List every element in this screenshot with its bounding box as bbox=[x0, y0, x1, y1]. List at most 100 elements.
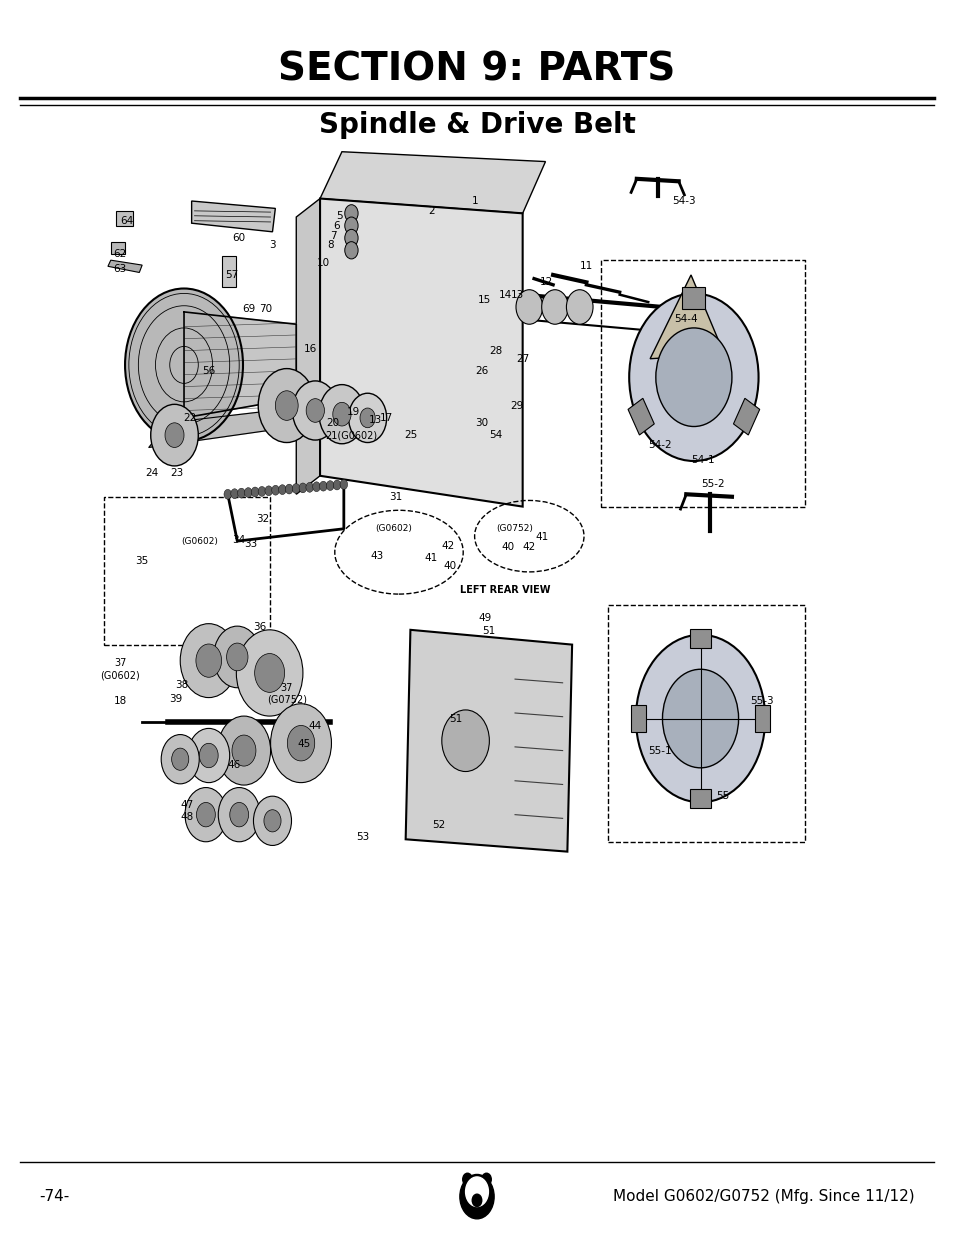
Text: 54-1: 54-1 bbox=[691, 454, 715, 464]
Circle shape bbox=[339, 479, 347, 489]
Text: 28: 28 bbox=[489, 346, 502, 357]
Text: 55-2: 55-2 bbox=[700, 479, 724, 489]
Text: 41: 41 bbox=[535, 532, 548, 542]
Text: Model G0602/G0752 (Mfg. Since 11/12): Model G0602/G0752 (Mfg. Since 11/12) bbox=[612, 1189, 914, 1204]
Circle shape bbox=[459, 1174, 494, 1219]
Polygon shape bbox=[184, 312, 296, 417]
Text: 53: 53 bbox=[355, 832, 369, 842]
Text: 1: 1 bbox=[472, 196, 477, 206]
Text: 5: 5 bbox=[335, 211, 342, 221]
Text: 46: 46 bbox=[228, 761, 241, 771]
Circle shape bbox=[151, 404, 198, 466]
Polygon shape bbox=[681, 288, 704, 310]
Circle shape bbox=[333, 480, 340, 490]
Text: 41: 41 bbox=[424, 553, 437, 563]
Circle shape bbox=[287, 725, 314, 761]
Text: 11: 11 bbox=[579, 262, 593, 272]
Polygon shape bbox=[689, 629, 710, 648]
Text: 13: 13 bbox=[368, 415, 381, 425]
Text: 51: 51 bbox=[449, 714, 462, 724]
Text: 43: 43 bbox=[370, 551, 383, 561]
Circle shape bbox=[293, 380, 337, 440]
Text: 69: 69 bbox=[242, 305, 255, 315]
Text: 44: 44 bbox=[309, 721, 321, 731]
Circle shape bbox=[481, 1173, 491, 1186]
Text: 31: 31 bbox=[389, 492, 402, 501]
Text: 2: 2 bbox=[428, 206, 435, 216]
Circle shape bbox=[180, 624, 237, 698]
Text: 55-1: 55-1 bbox=[647, 746, 671, 756]
Circle shape bbox=[232, 735, 255, 766]
Circle shape bbox=[278, 484, 286, 494]
Polygon shape bbox=[689, 789, 710, 809]
Polygon shape bbox=[733, 399, 759, 435]
Circle shape bbox=[359, 408, 375, 427]
Circle shape bbox=[541, 290, 568, 325]
Text: 3: 3 bbox=[269, 241, 275, 251]
Text: 27: 27 bbox=[516, 353, 529, 364]
Text: 54: 54 bbox=[489, 430, 502, 440]
Text: 51: 51 bbox=[481, 626, 495, 636]
Text: (G0752): (G0752) bbox=[497, 525, 533, 534]
Text: 17: 17 bbox=[379, 412, 393, 422]
Text: 10: 10 bbox=[316, 258, 329, 268]
Circle shape bbox=[306, 483, 314, 493]
Text: 37
(G0602): 37 (G0602) bbox=[100, 658, 140, 680]
Circle shape bbox=[254, 653, 284, 693]
Polygon shape bbox=[405, 630, 572, 852]
Text: 40: 40 bbox=[443, 561, 456, 571]
Text: 34: 34 bbox=[233, 535, 246, 545]
Circle shape bbox=[292, 484, 299, 494]
Circle shape bbox=[244, 488, 252, 498]
Circle shape bbox=[188, 729, 230, 783]
Circle shape bbox=[333, 403, 351, 426]
Circle shape bbox=[236, 630, 303, 716]
Polygon shape bbox=[149, 405, 314, 447]
Text: 54-2: 54-2 bbox=[647, 440, 671, 450]
Text: 55-3: 55-3 bbox=[750, 697, 774, 706]
Polygon shape bbox=[296, 199, 319, 494]
Circle shape bbox=[344, 242, 357, 259]
Text: 49: 49 bbox=[477, 613, 491, 622]
Text: 6: 6 bbox=[333, 221, 339, 231]
Text: 7: 7 bbox=[330, 231, 336, 241]
Circle shape bbox=[348, 393, 386, 442]
Polygon shape bbox=[319, 152, 545, 214]
Text: Spindle & Drive Belt: Spindle & Drive Belt bbox=[318, 111, 635, 138]
Text: 12: 12 bbox=[539, 278, 553, 288]
Polygon shape bbox=[319, 199, 522, 506]
Circle shape bbox=[629, 294, 758, 461]
Text: 14: 14 bbox=[498, 290, 512, 300]
Circle shape bbox=[253, 797, 292, 846]
Circle shape bbox=[195, 643, 221, 677]
Bar bbox=[115, 211, 132, 226]
Text: 24: 24 bbox=[145, 468, 158, 478]
Circle shape bbox=[251, 487, 258, 496]
Polygon shape bbox=[192, 201, 275, 232]
Circle shape bbox=[172, 748, 189, 771]
Circle shape bbox=[344, 230, 357, 247]
Text: 13: 13 bbox=[511, 290, 524, 300]
Text: 23: 23 bbox=[171, 468, 184, 478]
Text: (G0602): (G0602) bbox=[181, 536, 217, 546]
Text: 38: 38 bbox=[175, 680, 189, 690]
Circle shape bbox=[125, 289, 243, 441]
Circle shape bbox=[655, 329, 731, 426]
Text: 55: 55 bbox=[715, 792, 728, 802]
Polygon shape bbox=[627, 399, 654, 435]
Circle shape bbox=[231, 489, 238, 499]
Text: 64: 64 bbox=[120, 216, 133, 226]
Circle shape bbox=[258, 487, 266, 496]
Text: (G0602): (G0602) bbox=[375, 525, 412, 534]
Text: 26: 26 bbox=[475, 366, 488, 375]
Text: 56: 56 bbox=[202, 366, 215, 375]
Text: 54-4: 54-4 bbox=[674, 314, 698, 325]
Text: 18: 18 bbox=[113, 697, 127, 706]
Text: 70: 70 bbox=[259, 305, 273, 315]
Circle shape bbox=[271, 704, 331, 783]
Polygon shape bbox=[631, 705, 645, 732]
Circle shape bbox=[161, 735, 199, 784]
Text: 30: 30 bbox=[475, 417, 488, 427]
Text: 33: 33 bbox=[244, 538, 257, 548]
Circle shape bbox=[318, 384, 364, 443]
